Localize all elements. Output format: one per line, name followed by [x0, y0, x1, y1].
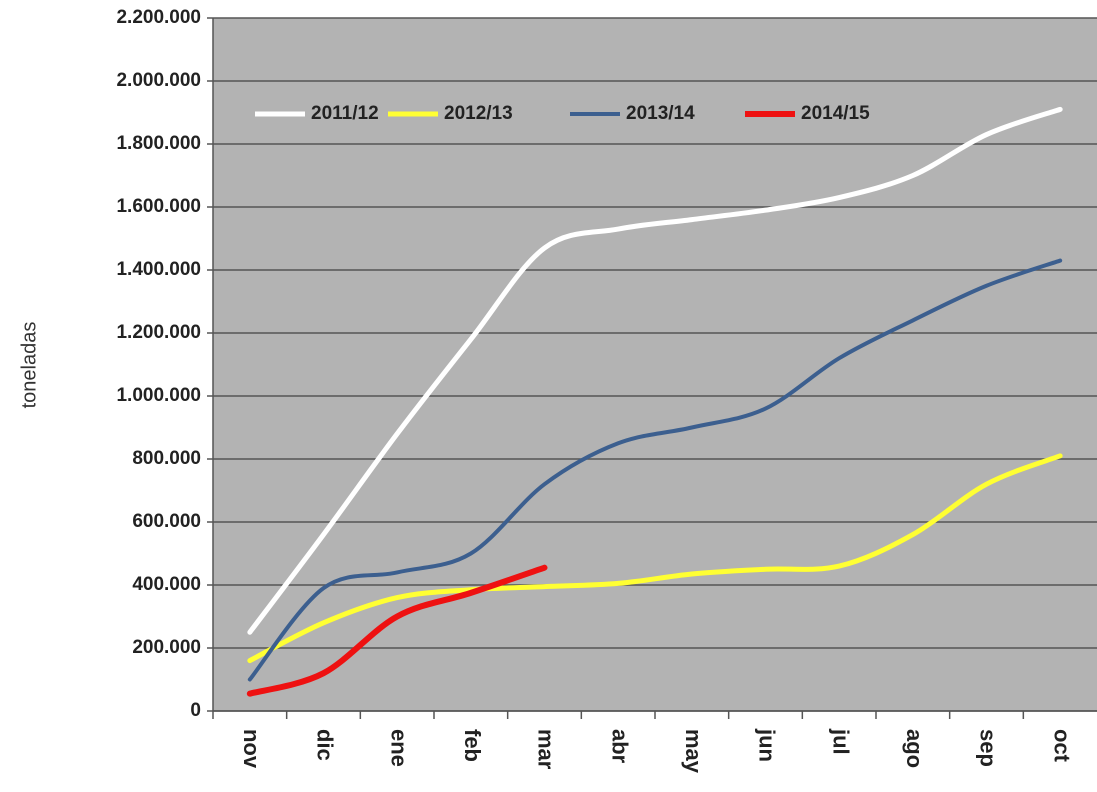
- series-line: [247, 106, 1063, 635]
- y-tick-label: 1.800.000: [116, 133, 201, 154]
- series-line: [247, 258, 1063, 682]
- series-line: [246, 564, 548, 697]
- y-tick-label: 200.000: [132, 637, 201, 658]
- x-tick-label: dic: [313, 729, 338, 761]
- x-tick-label: ene: [386, 729, 411, 767]
- y-tick-label: 2.000.000: [116, 70, 201, 91]
- legend-label: 2013/14: [626, 103, 695, 124]
- y-tick-label: 400.000: [132, 574, 201, 595]
- legend-label: 2011/12: [311, 103, 379, 124]
- x-tick-label: jun: [755, 728, 780, 762]
- x-tick-label: jul: [828, 728, 853, 755]
- plot-area: [213, 18, 1097, 711]
- y-tick-label: 1.600.000: [116, 196, 201, 217]
- y-tick-label: 0: [190, 700, 201, 721]
- x-tick-label: mar: [534, 729, 559, 770]
- y-tick-label: 1.200.000: [116, 322, 201, 343]
- y-tick-label: 1.000.000: [116, 385, 201, 406]
- x-tick-label: may: [681, 729, 706, 774]
- x-tick-label: nov: [239, 729, 264, 769]
- x-tick-label: ago: [902, 729, 927, 768]
- x-tick-label: sep: [976, 729, 1001, 767]
- y-axis-label: toneladas: [18, 322, 40, 409]
- x-tick-label: feb: [460, 729, 485, 762]
- legend-label: 2014/15: [801, 103, 870, 124]
- series-line: [247, 453, 1063, 664]
- x-tick-label: abr: [607, 729, 632, 764]
- legend-label: 2012/13: [444, 103, 513, 124]
- y-tick-label: 600.000: [132, 511, 201, 532]
- y-tick-label: 2.200.000: [116, 7, 201, 28]
- y-tick-label: 1.400.000: [116, 259, 201, 280]
- x-tick-label: oct: [1049, 729, 1074, 763]
- y-tick-label: 800.000: [132, 448, 201, 469]
